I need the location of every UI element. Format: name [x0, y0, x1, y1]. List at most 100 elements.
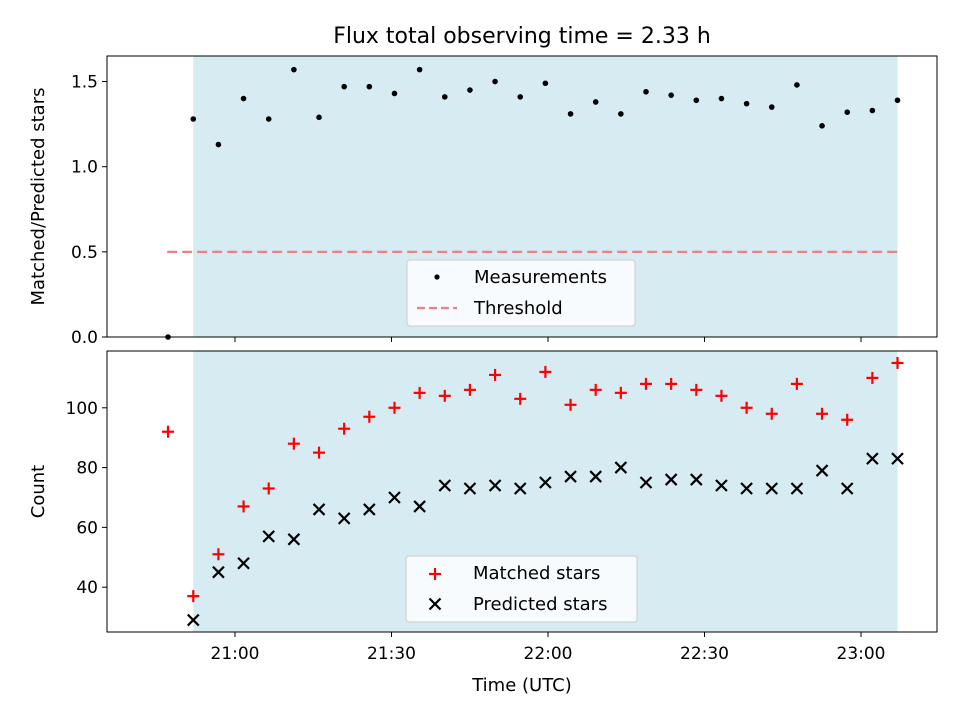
predicted-stars-point — [790, 482, 804, 495]
matched-stars-point — [715, 389, 728, 402]
measurement-point — [416, 66, 423, 73]
legend-marker-measurements — [434, 274, 440, 280]
matched-stars-point — [539, 365, 552, 378]
plot-frame — [106, 55, 938, 338]
measurement-point — [215, 141, 222, 148]
measurement-point — [542, 80, 549, 87]
matched-stars-point — [891, 356, 904, 369]
legend-label-threshold: Threshold — [473, 298, 563, 319]
predicted-stars-point — [212, 565, 225, 579]
legend: Matched stars Predicted stars — [405, 555, 638, 623]
x-axis-label: Time (UTC) — [471, 675, 572, 696]
predicted-stars-point — [639, 476, 653, 489]
matched-stars-point — [363, 410, 376, 423]
matched-stars-point — [438, 389, 451, 402]
matched-stars-point — [790, 377, 803, 390]
predicted-stars-point — [740, 482, 753, 495]
predicted-stars-point — [186, 613, 200, 627]
count-panel: 40 60 80 100 21:00 21:30 22:00 22:30 23:00 Coun… — [28, 350, 938, 696]
legend-box — [405, 555, 638, 623]
measurement-point — [718, 95, 725, 102]
predicted-stars-point — [539, 476, 552, 489]
predicted-stars-point — [866, 452, 879, 465]
measurement-point — [366, 83, 373, 90]
predicted-stars-point — [463, 482, 477, 495]
matched-stars-point — [388, 401, 401, 414]
matched-stars-point — [690, 383, 703, 396]
measurement-point — [592, 99, 599, 105]
matched-stars-point — [866, 371, 879, 384]
y-axis-label: Matched/Predicted stars — [28, 88, 49, 306]
predicted-stars-point — [589, 470, 602, 483]
legend-plus — [429, 568, 441, 580]
ratio-panel: 0.0 0.5 1.0 1.5 Matched/Predicted stars Mea… — [28, 55, 938, 348]
y-tick-label: 100 — [66, 399, 98, 419]
matched-stars-point — [816, 407, 829, 420]
predicted-stars-point — [690, 473, 703, 486]
predicted-stars-point — [438, 479, 452, 492]
predicted-stars-point — [262, 530, 275, 543]
measurement-point — [768, 104, 775, 110]
predicted-stars-point — [614, 461, 628, 474]
y-tick-label: 0.5 — [71, 243, 98, 263]
matched-stars-point — [841, 413, 854, 426]
measurement-point — [693, 97, 700, 104]
measurement-point — [794, 82, 800, 88]
matched-stars-point — [187, 590, 200, 603]
measurement-point — [844, 109, 851, 115]
measurement-point — [567, 111, 574, 117]
count-points — [162, 356, 904, 627]
measurement-point — [467, 87, 473, 93]
measurement-point — [643, 88, 649, 95]
predicted-stars-point — [765, 482, 779, 495]
predicted-stars-point — [237, 556, 250, 570]
matched-stars-point — [765, 407, 778, 420]
measurement-point — [618, 111, 624, 117]
predicted-stars-point — [715, 479, 728, 492]
measurement-point — [341, 83, 347, 90]
measurement-points — [165, 66, 901, 340]
measurement-point — [869, 107, 876, 114]
matched-stars-point — [313, 446, 326, 459]
measurement-point — [517, 94, 524, 100]
matched-stars-point — [740, 401, 753, 414]
legend-label-measurements: Measurements — [474, 267, 607, 288]
predicted-stars-point — [488, 479, 502, 492]
predicted-stars-point — [564, 470, 577, 483]
predicted-stars-point — [388, 491, 401, 504]
legend-marker-predicted-stars — [428, 597, 442, 611]
measurement-point — [265, 116, 272, 122]
matched-stars-point — [589, 383, 602, 396]
measurement-point — [190, 116, 197, 122]
legend-label-matched-stars: Matched stars — [473, 563, 600, 584]
measurement-point — [819, 123, 825, 129]
matched-stars-point — [463, 383, 476, 396]
matched-stars-point — [338, 422, 351, 435]
x-axis-ticks: 21:00 21:30 22:00 22:30 23:00 — [211, 632, 886, 664]
predicted-stars-point — [337, 512, 351, 525]
y-axis-label: Count — [28, 465, 49, 518]
matched-stars-point — [237, 500, 250, 513]
x-axis-ticks — [234, 337, 862, 342]
predicted-stars-point — [413, 500, 426, 513]
x-tick-label: 22:30 — [680, 644, 729, 664]
measurement-point — [391, 90, 398, 97]
x-tick-label: 21:00 — [211, 644, 260, 664]
legend-marker-matched-stars — [429, 568, 441, 580]
legend: Measurements Threshold — [406, 259, 636, 327]
legend-label-predicted-stars: Predicted stars — [473, 594, 607, 615]
measurement-point — [441, 94, 448, 100]
measurement-point — [894, 97, 901, 104]
y-tick-label: 1.0 — [71, 158, 98, 178]
matched-stars-point — [614, 386, 627, 399]
x-tick-label: 23:00 — [837, 644, 886, 664]
matched-stars-point — [262, 482, 275, 495]
y-tick-label: 1.5 — [71, 73, 98, 93]
predicted-stars-point — [815, 464, 829, 477]
measurement-point — [291, 66, 297, 73]
y-tick-label: 40 — [76, 578, 98, 598]
y-tick-label: 0.0 — [71, 328, 98, 348]
matched-stars-point — [564, 398, 577, 411]
measurement-point — [492, 78, 498, 85]
